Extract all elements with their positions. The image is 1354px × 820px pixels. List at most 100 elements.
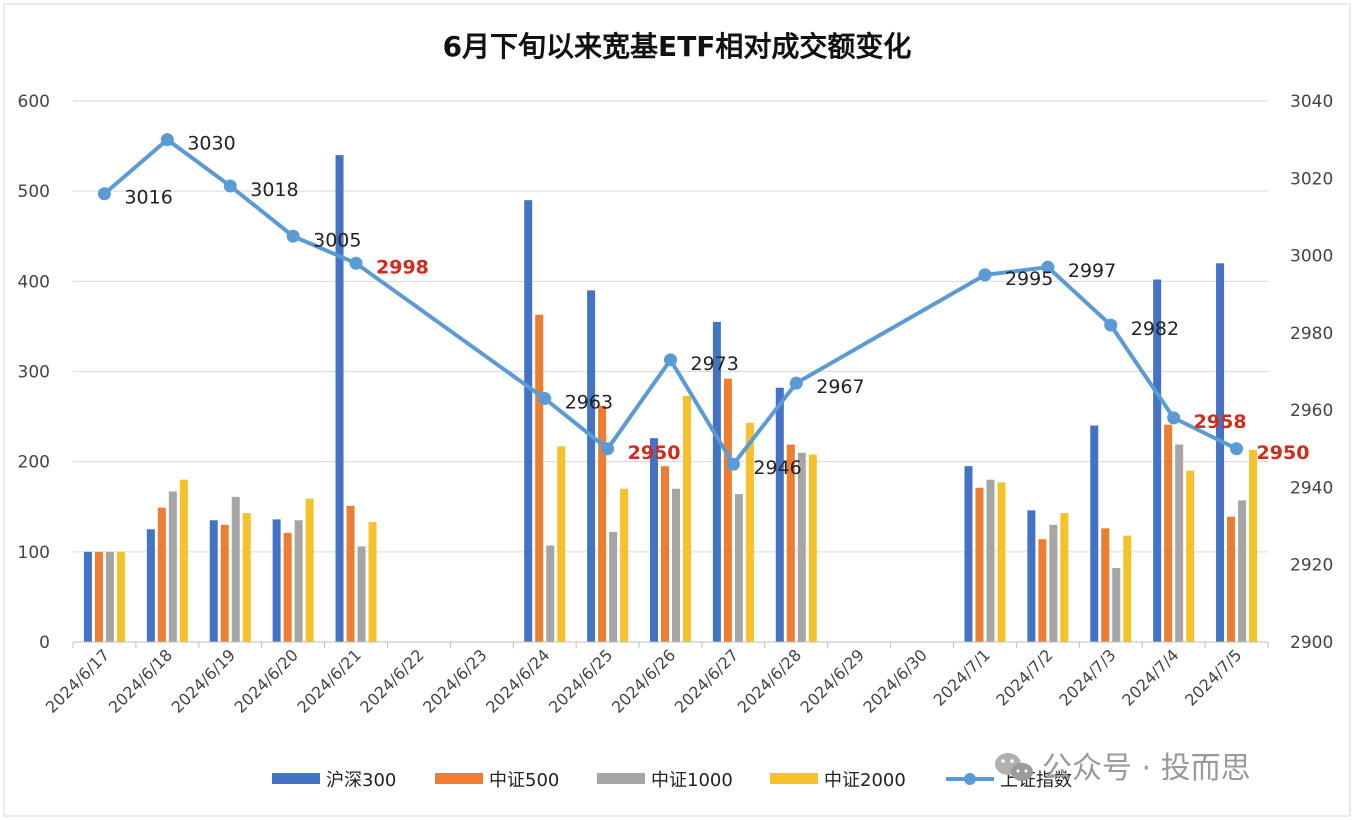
bar-中证2000	[997, 482, 1006, 642]
y-tick-label: 500	[18, 182, 50, 202]
y2-tick-label: 3040	[1290, 92, 1333, 112]
y-tick-label: 100	[18, 543, 50, 563]
bar-沪深300	[775, 387, 784, 642]
y-tick-label: 200	[18, 453, 50, 473]
bar-中证1000	[609, 531, 618, 642]
legend-label: 中证2000	[824, 770, 906, 791]
legend-label: 中证500	[489, 770, 559, 791]
bar-沪深300	[587, 290, 596, 642]
legend-marker	[964, 773, 976, 785]
bar-中证500	[723, 378, 732, 642]
data-label: 2997	[1068, 260, 1116, 282]
bar-中证500	[283, 532, 292, 642]
bar-沪深300	[964, 466, 973, 642]
bar-中证500	[220, 524, 229, 642]
bar-中证500	[1164, 424, 1173, 642]
data-label: 3016	[124, 187, 172, 209]
data-label: 2950	[628, 442, 681, 464]
bar-中证500	[975, 487, 984, 642]
bar-中证2000	[683, 395, 691, 642]
y2-tick-label: 2920	[1290, 556, 1333, 576]
bar-中证1000	[986, 479, 995, 642]
bar-中证1000	[168, 491, 177, 642]
line-point	[538, 392, 552, 406]
bar-沪深300	[1216, 263, 1225, 642]
bar-沪深300	[524, 200, 533, 642]
data-label: 2995	[1005, 268, 1053, 290]
y-tick-label: 600	[18, 92, 50, 112]
data-label: 3030	[187, 133, 235, 155]
bar-中证2000	[1249, 449, 1258, 642]
bar-中证1000	[797, 452, 806, 642]
bar-中证2000	[179, 479, 188, 642]
bar-中证2000	[242, 513, 251, 642]
bar-中证1000	[1049, 524, 1058, 642]
bar-中证2000	[620, 488, 629, 642]
bar-沪深300	[272, 519, 281, 642]
y2-tick-label: 3020	[1290, 169, 1333, 189]
line-layer: 3016 3030 3018 3005 2998 2963 2950 2973 2946 2967…	[97, 133, 1310, 479]
data-label: 2950	[1257, 442, 1310, 464]
bar-沪深300	[209, 520, 218, 642]
bar-中证2000	[808, 454, 817, 642]
line-point	[726, 457, 740, 471]
y2-tick-label: 3000	[1290, 247, 1333, 267]
bar-中证2000	[1123, 535, 1132, 642]
wechat-icon	[995, 753, 1033, 781]
data-label: 3005	[313, 229, 361, 251]
bar-中证500	[157, 507, 166, 642]
data-label: 2973	[691, 353, 739, 375]
bar-沪深300	[1090, 425, 1099, 642]
y-tick-label: 400	[18, 272, 50, 292]
watermark: 公众号 · 投而思	[995, 751, 1251, 786]
bars-layer	[83, 155, 1258, 642]
bar-沪深300	[712, 321, 721, 642]
line-point	[1167, 411, 1181, 425]
data-label: 2946	[753, 457, 801, 479]
legend-label: 沪深300	[326, 770, 396, 791]
legend-swatch	[272, 773, 320, 784]
y2-tick-label: 2900	[1290, 633, 1333, 653]
legend-swatch	[435, 773, 483, 784]
bar-中证2000	[368, 522, 377, 642]
bar-中证2000	[557, 446, 566, 642]
y-tick-label: 0	[39, 633, 50, 653]
bar-中证1000	[357, 546, 366, 642]
chart-frame	[3, 3, 1351, 817]
bar-沪深300	[335, 155, 344, 642]
bar-中证1000	[1112, 568, 1121, 642]
bar-沪深300	[146, 529, 155, 642]
line-point	[286, 229, 300, 243]
bar-中证1000	[734, 494, 743, 642]
grid-layer	[73, 100, 1268, 643]
bar-中证500	[786, 444, 795, 642]
bar-中证1000	[672, 488, 680, 642]
bar-中证1000	[294, 520, 303, 642]
line-point	[978, 268, 992, 282]
bar-中证1000	[1175, 444, 1184, 642]
data-label: 2998	[376, 256, 429, 278]
y2-tick-label: 2980	[1290, 324, 1333, 344]
bar-中证500	[1227, 516, 1236, 642]
data-label: 2963	[565, 392, 613, 414]
y2-tick-label: 2940	[1290, 478, 1333, 498]
line-point	[1230, 442, 1244, 456]
bar-沪深300	[650, 438, 658, 642]
line-point	[223, 179, 237, 193]
data-label: 3018	[250, 179, 298, 201]
chart-title: 6月下旬以来宽基ETF相对成交额变化	[443, 30, 912, 63]
line-point	[664, 353, 677, 367]
y-tick-label: 300	[18, 363, 50, 383]
legend-swatch	[770, 773, 818, 784]
bar-沪深300	[83, 551, 92, 642]
line-point	[1104, 318, 1118, 332]
data-label: 2982	[1131, 318, 1179, 340]
bar-中证500	[535, 314, 544, 642]
bar-中证1000	[105, 551, 114, 642]
data-label: 2958	[1194, 411, 1247, 433]
legend-label: 中证1000	[651, 770, 733, 791]
bar-中证500	[1101, 528, 1110, 642]
data-label: 2967	[816, 376, 864, 398]
line-point	[1041, 260, 1055, 274]
